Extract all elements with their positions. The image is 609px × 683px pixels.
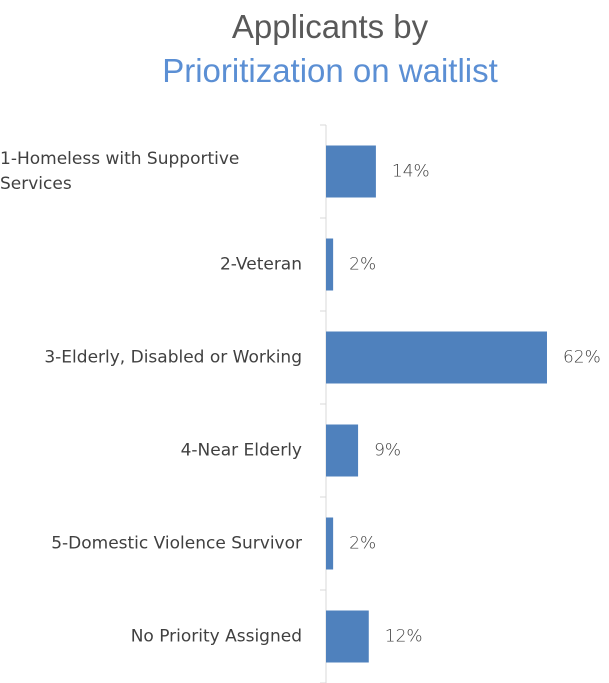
- bar: [326, 517, 334, 570]
- category-text: No Priority Assigned: [130, 626, 302, 646]
- category-label: 5-Domestic Violence Survivor: [0, 531, 302, 556]
- category-label: No Priority Assigned: [0, 624, 302, 649]
- chart-title: Applicants by: [231, 8, 429, 45]
- category-text: 1-Homeless with Supportive Services: [0, 148, 240, 194]
- value-label: 2%: [349, 255, 376, 275]
- category-label: 2-Veteran: [0, 252, 302, 277]
- category-label: 4-Near Elderly: [0, 438, 302, 463]
- bar: [326, 145, 376, 198]
- bar: [326, 331, 547, 384]
- value-label: 14%: [392, 162, 430, 182]
- bar: [326, 610, 369, 663]
- bar: [326, 238, 334, 291]
- value-label: 9%: [374, 441, 401, 461]
- category-text: 2-Veteran: [219, 254, 302, 274]
- value-label: 62%: [563, 348, 601, 368]
- category-text: 5-Domestic Violence Survivor: [51, 533, 302, 553]
- bar: [326, 424, 359, 477]
- value-label: 2%: [349, 534, 376, 554]
- category-label: 1-Homeless with Supportive Services: [0, 147, 302, 197]
- category-text: 4-Near Elderly: [180, 440, 302, 460]
- category-label: 3-Elderly, Disabled or Working: [0, 345, 302, 370]
- chart-subtitle: Prioritization on waitlist: [162, 52, 498, 89]
- category-text: 3-Elderly, Disabled or Working: [44, 347, 302, 367]
- value-label: 12%: [385, 627, 423, 647]
